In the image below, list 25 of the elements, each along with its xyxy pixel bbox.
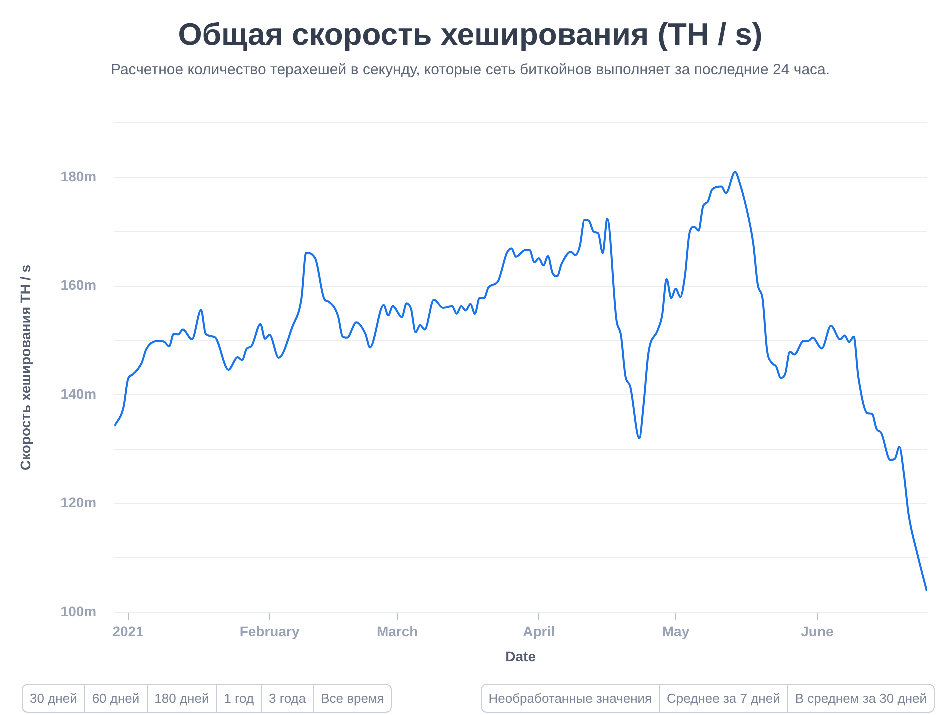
x-tick-label: April [523, 624, 556, 640]
x-tick-label: June [801, 624, 834, 640]
x-tick-label: March [376, 624, 418, 640]
y-tick-label: 100m [60, 603, 97, 620]
chart-subtitle: Расчетное количество терахешей в секунду, которые сеть биткойнов выполняет за последние 24 часа. [110, 61, 830, 78]
y-tick-label: 180m [60, 168, 97, 184]
y-tick-label: 160m [60, 277, 97, 294]
y-axis-title: Скорость хеширования TH / s [17, 264, 34, 471]
text: Среднее за 7 дней [660, 685, 788, 712]
x-tick-label: May [662, 624, 690, 640]
x-axis-title: Date [506, 648, 536, 664]
text: 30 дней [23, 685, 86, 712]
x-tick-label: 2021 [112, 624, 144, 640]
text: 3 года [262, 685, 314, 712]
text: Все время [320, 690, 386, 708]
text: Необработанные значения [482, 685, 660, 712]
text: В среднем за 30 дней [794, 690, 928, 708]
y-tick-label: 120m [60, 494, 97, 511]
chart-title: Общая скорость хеширования (TH / s) [178, 17, 763, 52]
text: 1 год [217, 685, 262, 712]
y-tick-label: 140m [60, 386, 97, 402]
text: 60 дней [85, 685, 148, 712]
x-tick-label: February [240, 624, 300, 640]
line-series [114, 171, 927, 592]
text: 180 дней [148, 685, 218, 712]
